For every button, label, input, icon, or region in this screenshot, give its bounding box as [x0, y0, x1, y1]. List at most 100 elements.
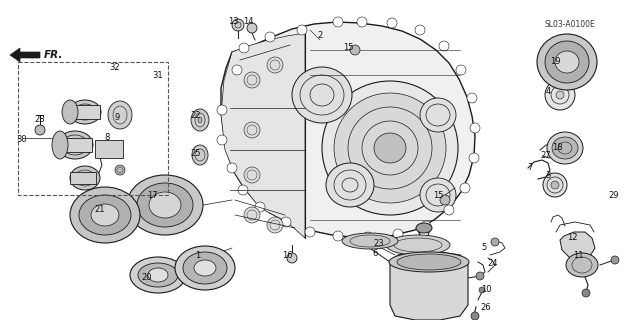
- Circle shape: [297, 25, 307, 35]
- Circle shape: [115, 165, 125, 175]
- Ellipse shape: [127, 175, 203, 235]
- Ellipse shape: [552, 137, 578, 159]
- Circle shape: [255, 202, 265, 212]
- Text: 12: 12: [567, 233, 577, 242]
- Circle shape: [551, 181, 559, 189]
- Ellipse shape: [183, 252, 227, 284]
- Ellipse shape: [389, 252, 469, 272]
- Ellipse shape: [292, 67, 352, 123]
- Circle shape: [35, 125, 45, 135]
- Circle shape: [217, 135, 227, 145]
- Ellipse shape: [70, 187, 140, 243]
- Text: 4: 4: [545, 87, 551, 97]
- Circle shape: [244, 167, 260, 183]
- Bar: [60, 138, 92, 152]
- Text: 20: 20: [142, 274, 152, 283]
- Text: 22: 22: [190, 111, 201, 121]
- Text: 16: 16: [282, 251, 292, 260]
- Circle shape: [305, 227, 315, 237]
- Text: 23: 23: [373, 238, 384, 247]
- Ellipse shape: [130, 257, 186, 293]
- Text: 1: 1: [196, 251, 201, 260]
- Polygon shape: [10, 48, 40, 62]
- Text: 25: 25: [190, 148, 201, 157]
- Circle shape: [265, 32, 275, 42]
- Circle shape: [545, 80, 575, 110]
- Text: 10: 10: [481, 285, 491, 294]
- Text: 32: 32: [110, 63, 120, 73]
- Circle shape: [244, 72, 260, 88]
- Ellipse shape: [537, 34, 597, 90]
- Circle shape: [227, 163, 237, 173]
- Circle shape: [239, 43, 249, 53]
- Bar: [95, 140, 123, 158]
- Circle shape: [421, 221, 431, 231]
- Ellipse shape: [137, 183, 193, 227]
- Circle shape: [582, 289, 590, 297]
- Ellipse shape: [198, 117, 202, 123]
- Circle shape: [363, 232, 373, 242]
- Text: 9: 9: [114, 114, 119, 123]
- Text: 7: 7: [527, 164, 533, 172]
- Text: 15: 15: [432, 190, 443, 199]
- Ellipse shape: [138, 263, 178, 287]
- Ellipse shape: [374, 133, 406, 163]
- Ellipse shape: [91, 204, 119, 226]
- Circle shape: [232, 65, 242, 75]
- Ellipse shape: [420, 178, 456, 212]
- Circle shape: [357, 17, 367, 27]
- Ellipse shape: [70, 166, 100, 190]
- Text: 19: 19: [550, 58, 560, 67]
- Text: 27: 27: [540, 150, 551, 159]
- Circle shape: [387, 18, 397, 28]
- Text: 30: 30: [17, 135, 27, 145]
- Circle shape: [467, 93, 477, 103]
- Ellipse shape: [555, 51, 579, 73]
- Circle shape: [244, 122, 260, 138]
- Ellipse shape: [62, 100, 78, 124]
- Text: 2: 2: [318, 30, 323, 39]
- Ellipse shape: [334, 93, 446, 203]
- Text: 21: 21: [95, 205, 105, 214]
- Ellipse shape: [420, 98, 456, 132]
- Circle shape: [456, 65, 466, 75]
- Text: 13: 13: [228, 18, 238, 27]
- Text: 3: 3: [545, 171, 551, 180]
- Ellipse shape: [397, 254, 461, 270]
- Text: FR.: FR.: [44, 50, 64, 60]
- Ellipse shape: [545, 41, 589, 83]
- Text: 24: 24: [488, 259, 498, 268]
- Ellipse shape: [79, 195, 131, 235]
- Circle shape: [85, 182, 93, 190]
- Circle shape: [491, 238, 499, 246]
- Bar: [18, 62, 168, 195]
- Circle shape: [440, 195, 450, 205]
- Text: 28: 28: [35, 116, 45, 124]
- Circle shape: [611, 256, 619, 264]
- Circle shape: [556, 91, 564, 99]
- Text: SL03-A0100E: SL03-A0100E: [544, 20, 595, 29]
- Bar: [70, 105, 100, 119]
- Ellipse shape: [148, 268, 168, 282]
- Text: 18: 18: [552, 142, 563, 151]
- Circle shape: [217, 105, 227, 115]
- Circle shape: [444, 205, 454, 215]
- Circle shape: [393, 229, 403, 239]
- Polygon shape: [390, 252, 468, 320]
- Circle shape: [350, 45, 360, 55]
- Circle shape: [479, 287, 485, 293]
- Ellipse shape: [149, 192, 181, 218]
- Text: 31: 31: [152, 70, 163, 79]
- Circle shape: [469, 153, 479, 163]
- Circle shape: [267, 57, 283, 73]
- Ellipse shape: [191, 109, 209, 131]
- Bar: [70, 172, 96, 184]
- Ellipse shape: [322, 81, 458, 215]
- Text: 11: 11: [573, 251, 584, 260]
- Circle shape: [244, 207, 260, 223]
- Circle shape: [267, 217, 283, 233]
- Circle shape: [543, 173, 567, 197]
- Ellipse shape: [342, 233, 398, 249]
- Circle shape: [333, 231, 343, 241]
- Ellipse shape: [326, 163, 374, 207]
